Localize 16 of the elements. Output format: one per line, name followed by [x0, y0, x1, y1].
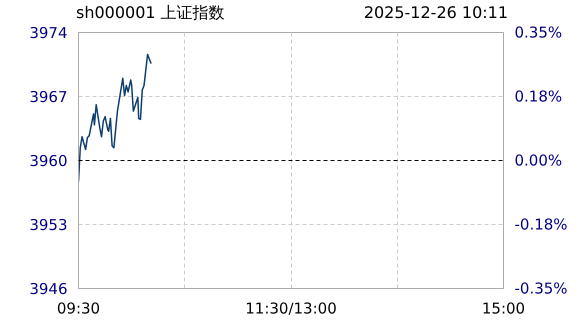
- y2-tick-label: 0.00%: [514, 152, 562, 170]
- y2-tick-label: 0.35%: [514, 24, 562, 42]
- x-tick-label: 09:30: [56, 300, 100, 318]
- chart-title: sh000001 上证指数: [76, 2, 225, 24]
- x-tick-label: 11:30/13:00: [245, 300, 337, 318]
- y-tick-label: 3946: [29, 280, 68, 298]
- y2-tick-label: 0.18%: [514, 87, 562, 106]
- line-series: [78, 54, 152, 182]
- y-tick-label: 3974: [29, 24, 68, 42]
- y2-tick-label: -0.18%: [514, 216, 568, 234]
- y-tick-label: 3953: [29, 216, 68, 234]
- x-tick-label: 15:00: [482, 300, 526, 318]
- chart-subtitle: 2025-12-26 10:11: [364, 2, 508, 24]
- y-tick-label: 3960: [29, 152, 68, 170]
- y2-tick-label: -0.35%: [514, 280, 568, 298]
- y-tick-label: 3967: [29, 88, 68, 106]
